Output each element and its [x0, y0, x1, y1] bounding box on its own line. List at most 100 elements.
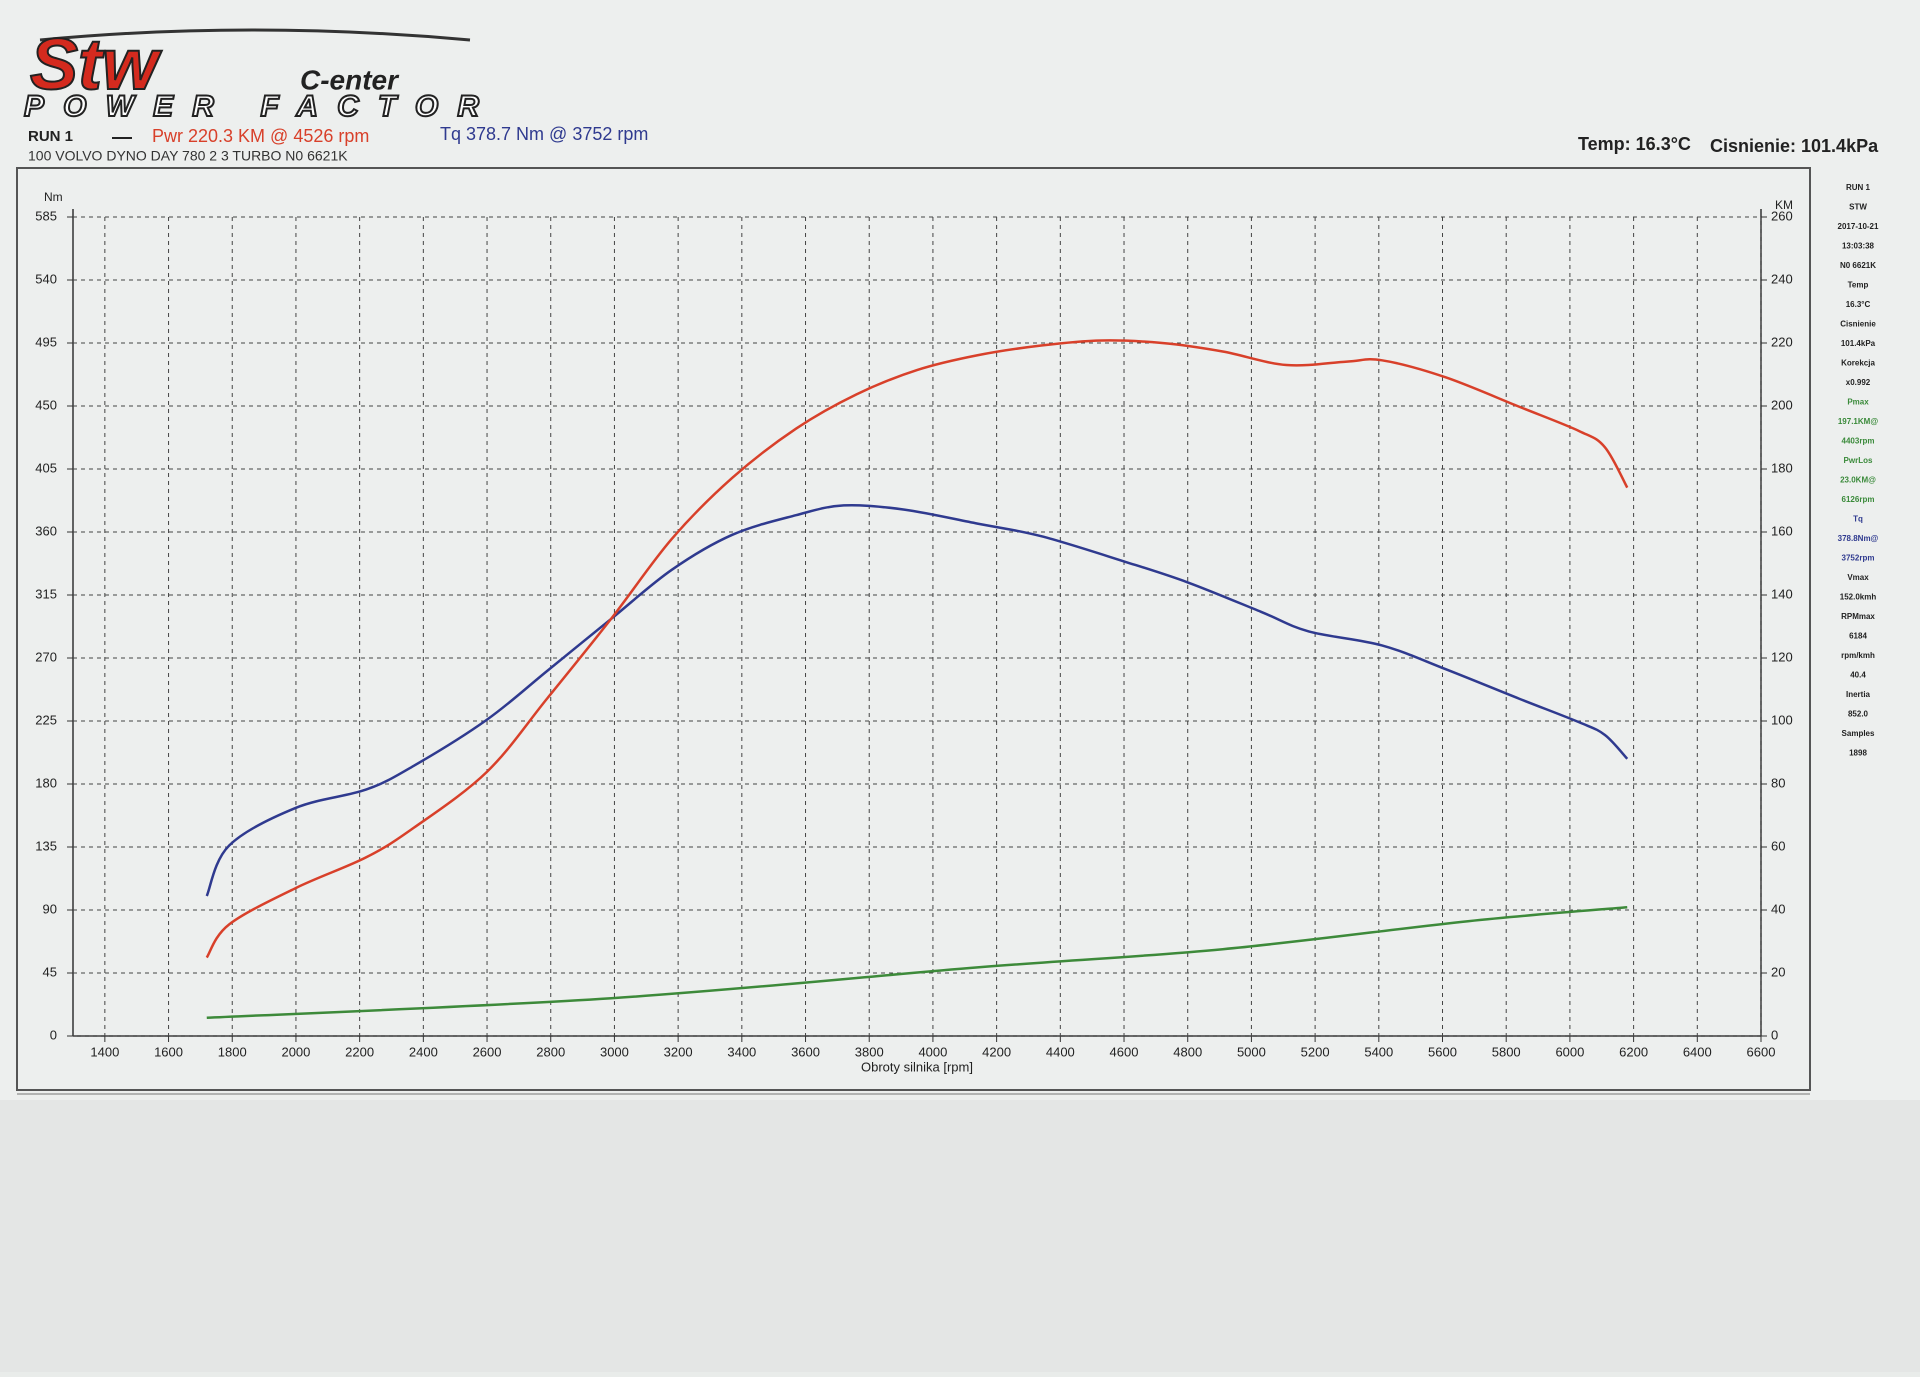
y-tick-label: 0	[50, 1027, 57, 1042]
y2-tick-label: 180	[1771, 460, 1793, 475]
x-tick-label: 6400	[1683, 1044, 1712, 1059]
side-panel-entry: 852.0	[1848, 710, 1869, 719]
y2-tick-label: 140	[1771, 586, 1793, 601]
plot-frame	[16, 167, 1811, 1091]
side-panel-entry: N0 6621K	[1840, 261, 1876, 270]
x-tick-label: 2800	[536, 1044, 565, 1059]
side-panel-entry: RUN 1	[1846, 183, 1871, 192]
side-panel: RUN 1 STW 2017-10-21 13:03:38 N0 6621K Temp 16…	[1838, 183, 1879, 758]
y2-tick-label: 260	[1771, 208, 1793, 223]
x-tick-label: 3200	[664, 1044, 693, 1059]
paper-lower	[0, 1100, 1920, 1372]
power-summary: Pwr 220.3 KM @ 4526 rpm	[152, 126, 369, 146]
y-tick-label: 405	[35, 460, 57, 475]
y-axis-label: Nm	[44, 190, 63, 204]
x-tick-label: 4800	[1173, 1044, 1202, 1059]
y-tick-label: 585	[35, 208, 57, 223]
y-tick-label: 540	[35, 271, 57, 286]
side-panel-entry: RPMmax	[1841, 612, 1875, 621]
x-tick-label: 3600	[791, 1044, 820, 1059]
side-panel-entry: 6184	[1849, 632, 1867, 641]
x-tick-label: 3800	[855, 1044, 884, 1059]
y-tick-label: 45	[43, 964, 57, 979]
y2-tick-label: 160	[1771, 523, 1793, 538]
side-panel-entry: 2017-10-21	[1838, 222, 1879, 231]
x-tick-label: 6200	[1619, 1044, 1648, 1059]
side-panel-entry: 197.1KM@	[1838, 417, 1878, 426]
logo-brand: Stw	[30, 25, 162, 105]
y2-tick-label: 0	[1771, 1027, 1778, 1042]
x-tick-label: 1800	[218, 1044, 247, 1059]
y2-tick-label: 240	[1771, 271, 1793, 286]
side-panel-entry: Temp	[1848, 281, 1869, 290]
y-tick-label: 180	[35, 775, 57, 790]
side-panel-entry: 23.0KM@	[1840, 476, 1876, 485]
series-line	[206, 905, 1628, 1020]
x-tick-label: 2200	[345, 1044, 374, 1059]
series-line	[205, 339, 1629, 959]
side-panel-entry: STW	[1849, 203, 1867, 212]
x-tick-label: 5800	[1492, 1044, 1521, 1059]
x-tick-label: 2400	[409, 1044, 438, 1059]
y-tick-label: 315	[35, 586, 57, 601]
x-tick-label: 6000	[1555, 1044, 1584, 1059]
y2-axis-label: KM	[1775, 198, 1793, 212]
side-panel-entry: 3752rpm	[1842, 554, 1875, 563]
x-tick-label: 5000	[1237, 1044, 1266, 1059]
y2-tick-label: 100	[1771, 712, 1793, 727]
y2-tick-label: 80	[1771, 775, 1785, 790]
vehicle-label: 100 VOLVO DYNO DAY 780 2 3 TURBO N0 6621…	[28, 148, 348, 164]
y-tick-label: 495	[35, 334, 57, 349]
temp-label: Temp: 16.3°C	[1578, 134, 1691, 154]
logo-swoosh	[39, 28, 471, 42]
side-panel-entry: x0.992	[1846, 378, 1871, 387]
x-axis-label: Obroty silnika [rpm]	[861, 1059, 973, 1074]
x-tick-label: 3400	[727, 1044, 756, 1059]
side-panel-entry: 101.4kPa	[1841, 339, 1876, 348]
side-panel-entry: 378.8Nm@	[1838, 534, 1879, 543]
x-tick-label: 4000	[918, 1044, 947, 1059]
x-tick-label: 1600	[154, 1044, 183, 1059]
side-panel-entry: Vmax	[1847, 573, 1869, 582]
x-tick-label: 2600	[473, 1044, 502, 1059]
x-tick-label: 4400	[1046, 1044, 1075, 1059]
side-panel-entry: 13:03:38	[1842, 242, 1875, 251]
y-tick-label: 270	[35, 649, 57, 664]
y2-tick-label: 220	[1771, 334, 1793, 349]
torque-summary: Tq 378.7 Nm @ 3752 rpm	[440, 124, 648, 144]
side-panel-entry: rpm/kmh	[1841, 651, 1875, 660]
side-panel-entry: Samples	[1842, 729, 1875, 738]
x-tick-label: 1400	[90, 1044, 119, 1059]
x-tick-label: 4200	[982, 1044, 1011, 1059]
y-tick-label: 135	[35, 838, 57, 853]
x-tick-label: 2000	[281, 1044, 310, 1059]
series-line	[205, 503, 1629, 897]
x-tick-label: 5600	[1428, 1044, 1457, 1059]
x-tick-label: 5400	[1364, 1044, 1393, 1059]
x-tick-label: 3000	[600, 1044, 629, 1059]
side-panel-entry: Korekcja	[1841, 359, 1875, 368]
y2-tick-label: 120	[1771, 649, 1793, 664]
y2-tick-label: 20	[1771, 964, 1785, 979]
side-panel-entry: 16.3°C	[1846, 300, 1871, 309]
x-tick-label: 4600	[1110, 1044, 1139, 1059]
side-panel-entry: 40.4	[1850, 671, 1866, 680]
side-panel-entry: Tq	[1853, 515, 1863, 524]
y2-tick-label: 200	[1771, 397, 1793, 412]
y-tick-label: 225	[35, 712, 57, 727]
side-panel-entry: Pmax	[1847, 398, 1869, 407]
y2-tick-label: 40	[1771, 901, 1785, 916]
side-panel-entry: PwrLos	[1844, 456, 1873, 465]
x-tick-label: 6600	[1747, 1044, 1776, 1059]
logo-sub: C-enter	[300, 64, 400, 95]
pressure-label: Cisnienie: 101.4kPa	[1710, 136, 1879, 156]
x-tick-label: 5200	[1301, 1044, 1330, 1059]
side-panel-entry: 1898	[1849, 749, 1867, 758]
run-label: RUN 1	[28, 128, 73, 145]
y2-tick-label: 60	[1771, 838, 1785, 853]
side-panel-entry: 152.0kmh	[1840, 593, 1877, 602]
side-panel-entry: 6126rpm	[1842, 495, 1875, 504]
y-tick-label: 360	[35, 523, 57, 538]
y-tick-label: 450	[35, 397, 57, 412]
